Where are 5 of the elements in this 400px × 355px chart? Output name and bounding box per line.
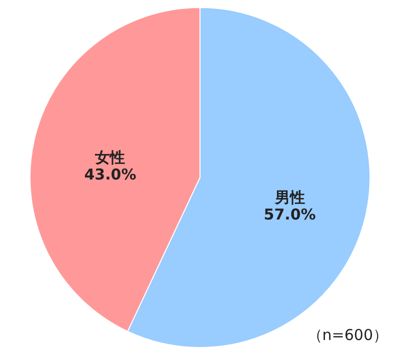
data-label: 43.0%	[84, 165, 136, 184]
text: （n=600）	[307, 326, 388, 344]
data-label: 57.0%	[264, 206, 316, 224]
slice-label: 女性	[94, 148, 126, 166]
slice-label: 男性	[274, 188, 305, 207]
